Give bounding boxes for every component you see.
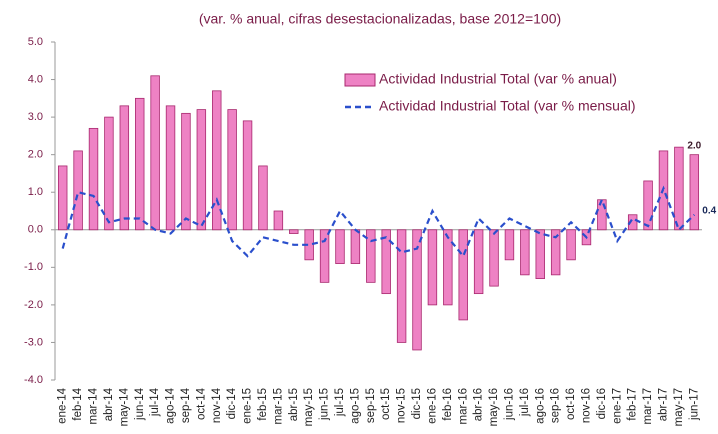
x-tick-label: oct-14: [195, 387, 207, 420]
x-tick-label: jul-14: [149, 387, 161, 417]
x-tick-label: ago-14: [165, 387, 177, 423]
y-tick-label: 2.0: [28, 149, 43, 161]
bar: [104, 116, 114, 231]
x-tick-label: ene-16: [426, 388, 438, 424]
bar: [135, 97, 145, 231]
bar: [73, 150, 83, 231]
x-tick-label: nov-16: [580, 388, 592, 423]
bar: [181, 112, 191, 231]
data-label: 0.4: [702, 205, 716, 216]
x-tick-label: nov-15: [396, 388, 408, 423]
x-tick-label: ago-16: [534, 388, 546, 424]
bar: [674, 146, 684, 231]
x-tick-label: jun-17: [688, 388, 700, 421]
y-tick-label: 5.0: [28, 36, 43, 48]
y-tick-label: -4.0: [24, 374, 43, 386]
bar: [550, 229, 561, 276]
x-tick-label: may-15: [303, 388, 315, 426]
bar: [88, 127, 99, 231]
bar: [150, 75, 160, 231]
bar: [504, 229, 515, 261]
data-label: 2.0: [687, 140, 701, 151]
x-tick-label: jun-15: [319, 388, 331, 421]
y-tick-label: 1.0: [28, 186, 43, 198]
bar: [443, 229, 453, 306]
bar: [227, 109, 237, 231]
legend-label: Actividad Industrial Total (var % mensua…: [379, 98, 636, 114]
x-tick-label: mar-15: [272, 388, 284, 424]
x-tick-label: dic-14: [226, 387, 238, 419]
bar: [489, 229, 499, 287]
x-tick-label: sep-16: [550, 388, 562, 423]
y-tick-label: -2.0: [24, 299, 43, 311]
x-tick-label: abr-15: [288, 388, 300, 421]
bar: [535, 229, 545, 279]
bar: [335, 229, 345, 264]
x-tick-label: abr-17: [658, 388, 670, 421]
x-tick-label: sep-15: [365, 388, 377, 423]
x-tick-label: mar-14: [88, 387, 100, 424]
bar: [597, 199, 607, 231]
bar: [242, 120, 253, 231]
x-tick-label: jul-15: [334, 388, 346, 417]
x-tick-label: ene-15: [242, 388, 254, 424]
x-tick-label: may-16: [488, 388, 500, 426]
bar: [212, 90, 222, 231]
bar: [396, 229, 407, 343]
line: [61, 185, 696, 259]
x-tick-label: dic-16: [596, 388, 608, 419]
bar: [119, 105, 130, 231]
x-tick-label: may-17: [673, 388, 685, 426]
x-tick-label: nov-14: [211, 387, 223, 423]
x-tick-label: oct-15: [380, 388, 392, 420]
x-tick-label: ene-14: [57, 387, 69, 423]
bar: [350, 229, 361, 264]
x-tick-label: abr-16: [473, 388, 485, 421]
x-tick-label: jul-16: [519, 388, 531, 417]
bar: [381, 229, 391, 295]
x-tick-label: mar-17: [642, 388, 654, 424]
x-tick-label: dic-15: [411, 388, 423, 419]
bar: [566, 229, 576, 261]
x-tick-label: feb-16: [442, 388, 454, 421]
legend-swatch: [344, 73, 376, 87]
x-tick-label: abr-14: [103, 387, 115, 421]
bar: [689, 154, 700, 231]
x-tick-label: mar-16: [457, 388, 469, 424]
x-tick-label: feb-15: [257, 388, 269, 421]
x-tick-label: may-14: [118, 387, 130, 426]
bar: [289, 229, 299, 234]
y-tick-label: 0.0: [28, 224, 43, 236]
bar: [473, 229, 484, 295]
x-tick-label: oct-16: [565, 388, 577, 420]
bar: [273, 210, 284, 231]
x-tick-label: jun-16: [503, 388, 515, 421]
bar: [627, 214, 638, 231]
legend-label: Actividad Industrial Total (var % anual): [379, 71, 617, 87]
bar: [196, 109, 207, 231]
y-tick-label: 3.0: [28, 111, 43, 123]
bar: [319, 229, 330, 283]
y-tick-label: -1.0: [24, 261, 43, 273]
bar: [458, 229, 468, 321]
bar: [520, 229, 530, 276]
bar: [643, 180, 653, 231]
bar: [427, 229, 438, 306]
bar: [165, 105, 176, 231]
y-tick-label: 4.0: [28, 73, 43, 85]
x-tick-label: jun-14: [134, 387, 146, 421]
bar: [258, 165, 268, 231]
x-tick-label: ene-17: [611, 388, 623, 424]
x-tick-label: sep-14: [180, 387, 192, 423]
x-tick-label: ago-15: [349, 388, 361, 424]
bar: [412, 229, 422, 351]
x-tick-label: feb-14: [72, 387, 84, 420]
y-tick-label: -3.0: [24, 336, 43, 348]
bar: [366, 229, 376, 283]
bar: [57, 165, 68, 231]
chart-title: (var. % anual, cifras desestacionalizada…: [199, 11, 561, 27]
x-tick-label: feb-17: [627, 388, 639, 421]
